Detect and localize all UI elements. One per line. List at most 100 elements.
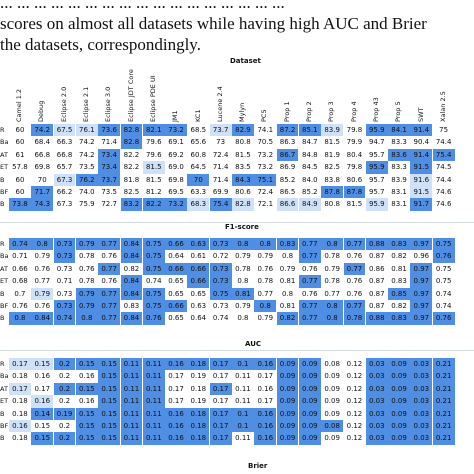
table-cell: 0.73 — [209, 275, 232, 288]
table-cell: 84.8 — [298, 148, 321, 162]
table-cell: 84.9 — [298, 198, 321, 211]
table-cell: 0.87 — [365, 250, 388, 263]
table-cell: 0.8 — [254, 238, 277, 251]
table-cell: 0.75 — [142, 287, 165, 300]
table-cell: 67.5 — [53, 124, 76, 137]
table-cell: 74.3 — [31, 198, 54, 211]
table-cell: 0.84 — [120, 275, 143, 288]
table-cell: 67.3 — [53, 198, 76, 211]
table-cell: 0.03 — [410, 407, 433, 420]
table-cell: 0.83 — [388, 238, 410, 251]
table-row: R 60 74.2 67.5 76.1 73.6 82.8 82.1 73.2 68.5 73.7 8… — [0, 124, 474, 137]
table-cell: 95.9 — [365, 124, 388, 137]
table-cell: 0.09 — [321, 407, 344, 420]
row-label: Ba — [0, 138, 9, 147]
row-label: Ba — [0, 372, 9, 381]
table-cell: 79.6 — [142, 136, 165, 149]
table-cell: 73.2 — [254, 161, 277, 174]
table-cell: 0.87 — [365, 275, 388, 288]
table-cell: 0.16 — [75, 395, 98, 408]
table-cell: 0.09 — [276, 370, 299, 383]
dataset-header: Prop 4 — [349, 101, 358, 122]
table-cell: 0.82 — [388, 300, 410, 313]
table-cell: 0.76 — [254, 262, 277, 276]
table-cell: 66.8 — [31, 148, 54, 162]
table-row: B 0.7 0.79 0.73 0.79 0.77 0.84 0.75 0.65 0.65 0.75… — [0, 287, 474, 300]
table-cell: 95.9 — [365, 161, 388, 174]
dataset-header: Prop 43 — [371, 97, 380, 122]
table-cell: 0.16 — [9, 420, 31, 433]
table-cell: 0.7 — [9, 287, 31, 300]
table-cell: 0.09 — [276, 432, 299, 445]
table-cell: 0.11 — [142, 420, 165, 433]
table-cell: 82.8 — [232, 198, 254, 211]
table-row: ET 0.68 0.77 0.71 0.78 0.76 0.84 0.74 0.65 0.66 0.… — [0, 275, 474, 288]
dataset-header: PC5 — [260, 109, 269, 122]
table-cell: 0.03 — [410, 395, 433, 408]
table-cell: 74.2 — [75, 136, 98, 149]
table-cell: 85.2 — [276, 173, 299, 186]
table-cell: 0.17 — [209, 382, 232, 396]
table-cell: 0.73 — [53, 300, 76, 313]
table-cell: 0.64 — [165, 250, 187, 263]
table-cell: 73.4 — [98, 148, 121, 162]
dataset-axis-title: Dataset — [230, 57, 261, 65]
table-cell: 0.97 — [410, 262, 433, 276]
table-cell: 0.78 — [232, 262, 254, 276]
table-cell: 0.97 — [410, 312, 433, 325]
table-cell: 0.03 — [410, 370, 433, 383]
table-cell: 0.15 — [98, 370, 121, 383]
table-cell: 0.09 — [298, 358, 321, 371]
table-cell: 74.6 — [432, 198, 455, 211]
table-cell: 0.77 — [343, 300, 366, 313]
table-cell: 0.76 — [298, 287, 321, 300]
table-cell: 0.2 — [53, 432, 76, 445]
table-cell: 0.66 — [165, 300, 187, 313]
table-cell: 79.6 — [142, 148, 165, 162]
table-cell: 83.3 — [388, 136, 410, 149]
table-cell: 0.17 — [209, 407, 232, 420]
table-cell: 0.73 — [209, 238, 232, 251]
table-cell: 0.2 — [53, 395, 76, 408]
table-cell: 0.77 — [31, 275, 54, 288]
table-cell: 66.8 — [53, 148, 76, 162]
table-cell: 83.1 — [388, 198, 410, 211]
table-cell: 0.03 — [410, 382, 433, 396]
table-cell: 0.15 — [75, 420, 98, 433]
table-cell: 0.84 — [120, 238, 143, 251]
table-cell: 0.15 — [75, 382, 98, 396]
dataset-header: SWT — [416, 107, 425, 122]
table-cell: 0.77 — [98, 300, 121, 313]
table-cell: 0.77 — [343, 238, 366, 251]
table-cell: 0.65 — [165, 287, 187, 300]
table-cell: 0.18 — [9, 395, 31, 408]
table-cell: 0.79 — [254, 312, 277, 325]
table-cell: 0.65 — [165, 312, 187, 325]
table-cell: 0.16 — [165, 432, 187, 445]
table-cell: 0.2 — [53, 382, 76, 396]
table-cell: 83.8 — [321, 173, 344, 186]
table-cell: 0.16 — [254, 407, 277, 420]
brier-metric-label: Brier — [248, 462, 268, 470]
table-cell: 0.17 — [9, 382, 31, 396]
table-cell: 0.11 — [120, 358, 143, 371]
table-cell: 0.78 — [321, 250, 344, 263]
table-cell: 0.76 — [343, 275, 366, 288]
table-cell: 73.5 — [98, 186, 121, 199]
table-cell: 95.9 — [365, 198, 388, 211]
table-cell: 80.8 — [232, 136, 254, 149]
table-cell: 0.77 — [298, 312, 321, 325]
table-cell: 0.79 — [276, 262, 299, 276]
table-cell: 73.5 — [75, 161, 98, 174]
table-cell: 60 — [9, 124, 31, 137]
table-cell: 0.81 — [232, 287, 254, 300]
table-cell: 95.7 — [365, 186, 388, 199]
table-cell: 82.2 — [120, 161, 143, 174]
table-cell: 0.09 — [388, 382, 410, 396]
table-cell: 0.21 — [432, 407, 455, 420]
section-divider — [0, 222, 474, 223]
table-cell: 82.9 — [232, 124, 254, 137]
table-cell: 82.1 — [142, 124, 165, 137]
table-cell: 65.6 — [187, 136, 210, 149]
table-cell: 0.08 — [321, 420, 344, 433]
